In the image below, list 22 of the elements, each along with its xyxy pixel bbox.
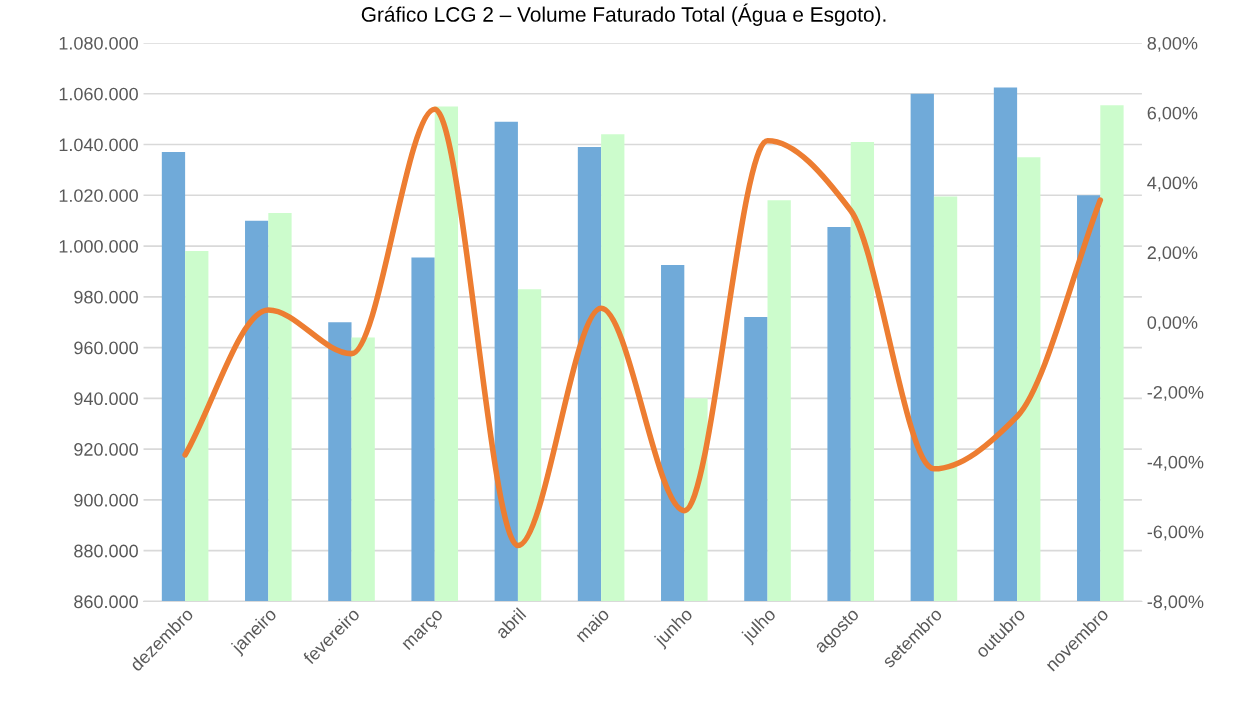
y-tick-label: 1.000.000 [59,239,138,253]
y2-tick-label: 6,00% [1147,106,1198,122]
y2-tick-label: 0,00% [1147,316,1198,332]
y-tick-label: 920.000 [74,443,138,456]
y2-tick-label: 8,00% [1147,36,1198,52]
y2-tick-label: -2,00% [1147,385,1204,401]
y-tick-label: 1.060.000 [59,87,138,101]
y-tick-label: 900.000 [74,493,138,507]
y2-tick-label: 2,00% [1147,246,1198,262]
chart-title: Gráfico LCG 2 – Volume Faturado Total (Água e Esgoto). [361,3,886,26]
y2-tick-label: -8,00% [1147,595,1204,611]
y-tick-label: 940.000 [74,392,138,406]
y2-tick-label: -4,00% [1147,455,1204,471]
y-tick-label: 1.020.000 [59,189,138,202]
y-tick-label: 880.000 [74,544,138,558]
y-tick-label: 1.080.000 [59,36,138,50]
y-tick-label: 1.040.000 [59,138,138,152]
y-tick-label: 860.000 [74,595,138,609]
y-tick-label: 980.000 [74,290,138,304]
y2-tick-label: -6,00% [1147,525,1204,541]
y-tick-label: 960.000 [74,341,138,355]
y2-tick-label: 4,00% [1147,176,1198,192]
